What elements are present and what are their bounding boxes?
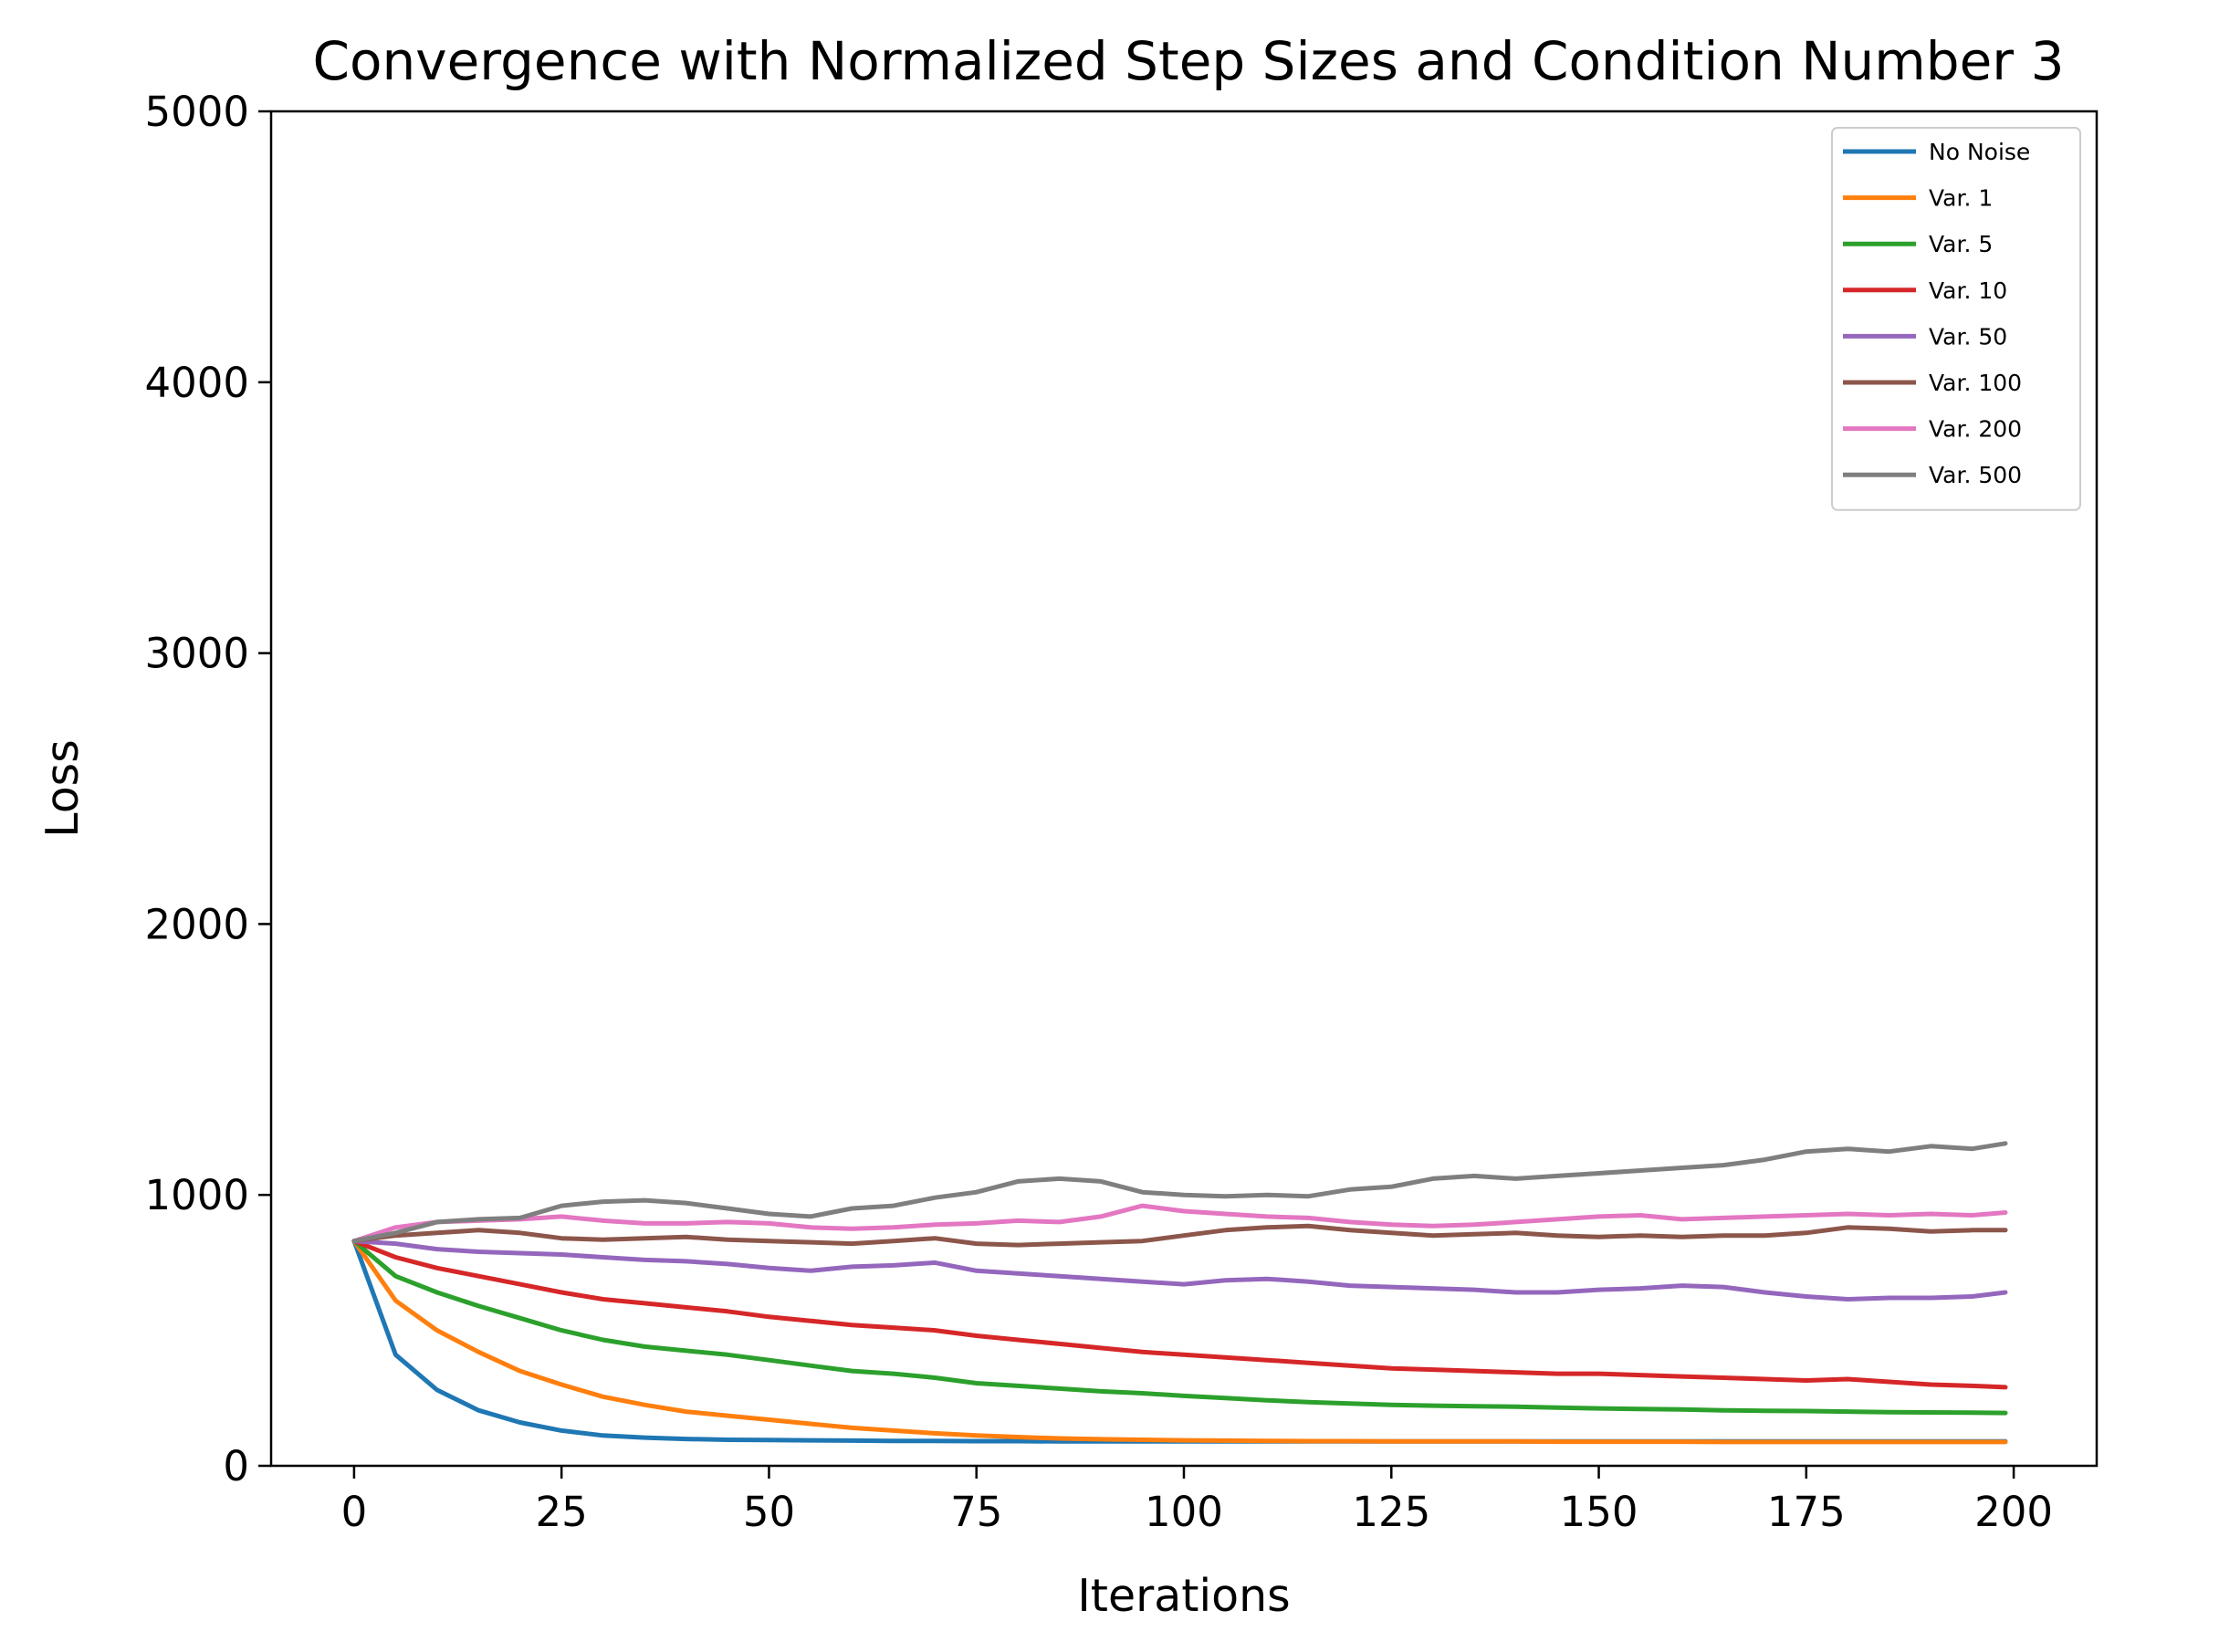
legend-label: Var. 500 <box>1929 462 2022 488</box>
x-tick-label: 150 <box>1560 1488 1638 1536</box>
legend-label: Var. 100 <box>1929 370 2022 396</box>
x-axis: 0 25 50 75 100 125 150 175 200 <box>341 1466 2053 1536</box>
y-tick-label: 3000 <box>144 630 249 678</box>
series-line-4 <box>351 1239 2008 1302</box>
legend-label: Var. 10 <box>1929 277 2007 304</box>
y-axis-label: Loss <box>37 739 89 837</box>
x-tick-label: 0 <box>341 1488 368 1536</box>
x-tick-label: 75 <box>950 1488 1002 1536</box>
chart-title: Convergence with Normalized Step Sizes a… <box>313 30 2065 92</box>
y-tick-label: 4000 <box>144 359 249 407</box>
legend-box <box>1831 127 2081 511</box>
series-line-1 <box>351 1239 2008 1445</box>
legend-label: Var. 1 <box>1929 185 1993 212</box>
legend-label: Var. 200 <box>1929 416 2022 443</box>
legend: No Noise Var. 1 Var. 5 Var. 10 Var. 50 Var. 1… <box>1831 127 2081 511</box>
y-tick-label: 2000 <box>144 900 249 948</box>
series-line-7 <box>351 1141 2008 1244</box>
plot-area <box>269 110 2099 1468</box>
x-tick-label: 25 <box>536 1488 588 1536</box>
x-axis-label: Iterations <box>1077 1570 1290 1622</box>
x-tick-label: 200 <box>1974 1488 2053 1536</box>
x-tick-label: 125 <box>1352 1488 1430 1536</box>
x-tick-label: 50 <box>743 1488 795 1536</box>
y-axis: 0 1000 2000 3000 4000 5000 <box>144 88 271 1490</box>
series-line-2 <box>351 1239 2008 1416</box>
legend-label: Var. 50 <box>1929 323 2007 350</box>
y-tick-label: 0 <box>223 1442 249 1490</box>
legend-label: Var. 5 <box>1929 231 1993 257</box>
series-group <box>351 1141 2008 1445</box>
series-line-6 <box>351 1203 2008 1244</box>
y-tick-label: 5000 <box>144 88 249 136</box>
series-line-3 <box>351 1239 2008 1390</box>
y-tick-label: 1000 <box>144 1171 249 1219</box>
series-line-5 <box>351 1223 2008 1248</box>
legend-label: No Noise <box>1929 139 2030 165</box>
x-tick-label: 100 <box>1145 1488 1223 1536</box>
x-tick-label: 175 <box>1767 1488 1846 1536</box>
